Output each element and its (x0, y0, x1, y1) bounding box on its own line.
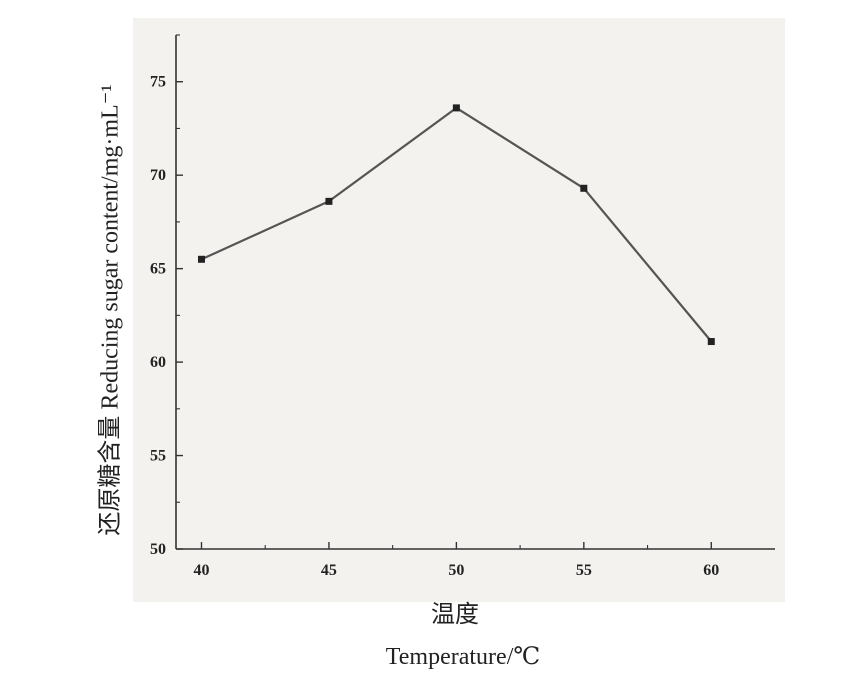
axes (175, 35, 775, 550)
series (197, 104, 715, 346)
data-point (197, 255, 205, 263)
x-axis-title-en: Temperature/℃ (386, 644, 540, 670)
y-tick-label: 50 (150, 541, 166, 558)
data-point (325, 197, 333, 205)
data-point (580, 184, 588, 192)
x-axis-title-cn: 温度 (431, 601, 479, 628)
tick-labels: 50 55 60 65 70 75 40 45 50 55 60 (150, 74, 719, 579)
x-tick-label: 60 (703, 562, 719, 579)
y-axis-title: 还原糖含量 Reducing sugar content/mg·mL⁻¹ (97, 84, 124, 535)
y-tick-label: 70 (150, 167, 166, 184)
y-tick-label: 75 (150, 74, 166, 91)
x-tick-label: 50 (448, 562, 464, 579)
data-point (452, 104, 460, 112)
data-point (707, 338, 715, 346)
y-tick-label: 55 (150, 448, 166, 465)
ticks (176, 34, 712, 550)
x-tick-label: 45 (321, 562, 337, 579)
y-tick-label: 65 (150, 261, 166, 278)
plot-area-background (133, 18, 785, 602)
y-tick-label: 60 (150, 354, 166, 371)
x-tick-label: 55 (576, 562, 592, 579)
x-tick-label: 40 (193, 562, 209, 579)
